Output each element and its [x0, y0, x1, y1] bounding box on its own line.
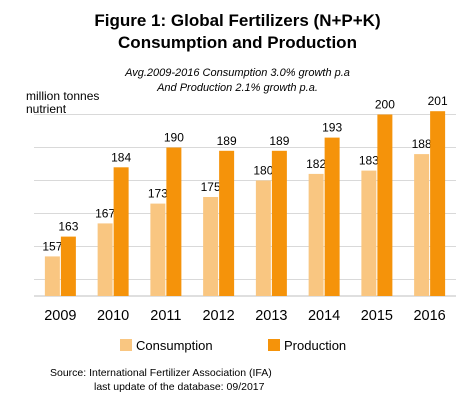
unit-line-2: nutrient — [26, 102, 67, 116]
bar-consumption — [150, 203, 166, 296]
chart-subtitle: Avg.2009-2016 Consumption 3.0% growth p.… — [0, 66, 475, 96]
data-label-production: 193 — [322, 121, 342, 135]
data-label-production: 190 — [164, 131, 184, 145]
data-label-consumption: 188 — [412, 137, 432, 151]
data-label-consumption: 157 — [42, 239, 62, 253]
bar-consumption — [414, 154, 430, 296]
x-tick-label: 2016 — [413, 308, 445, 324]
subtitle-line-2: And Production 2.1% growth p.a. — [157, 82, 318, 94]
legend-label-production: Production — [284, 338, 346, 353]
bar-consumption — [44, 256, 60, 296]
chart-title: Figure 1: Global Fertilizers (N+P+K) Con… — [0, 10, 475, 54]
bar-production — [271, 150, 287, 296]
title-line-2: Consumption and Production — [118, 33, 357, 52]
x-tick-label: 2012 — [202, 308, 234, 324]
data-label-production: 189 — [217, 134, 237, 148]
x-tick-label: 2010 — [97, 308, 129, 324]
data-label-consumption: 175 — [201, 180, 221, 194]
legend-swatch-consumption — [120, 339, 132, 351]
data-label-production: 200 — [375, 98, 395, 112]
bar-production — [60, 236, 76, 296]
source-line-2: last update of the database: 09/2017 — [94, 381, 265, 393]
bar-production — [430, 111, 446, 296]
subtitle-line-1: Avg.2009-2016 Consumption 3.0% growth p.… — [125, 67, 350, 79]
bar-consumption — [361, 170, 377, 296]
data-label-consumption: 183 — [359, 154, 379, 168]
x-tick-label: 2013 — [255, 308, 287, 324]
legend-label-consumption: Consumption — [136, 338, 213, 353]
data-label-consumption: 182 — [306, 157, 326, 171]
data-label-consumption: 180 — [253, 164, 273, 178]
data-label-production: 189 — [269, 134, 289, 148]
data-label-consumption: 173 — [148, 187, 168, 201]
bar-production — [324, 137, 340, 296]
bar-production — [219, 150, 235, 296]
unit-line-1: million tonnes — [26, 89, 100, 103]
x-tick-label: 2014 — [308, 308, 340, 324]
bar-consumption — [308, 173, 324, 296]
data-label-consumption: 167 — [95, 206, 115, 220]
data-label-production: 201 — [428, 94, 448, 108]
data-label-production: 184 — [111, 150, 131, 164]
bar-consumption — [255, 180, 271, 296]
source-line-1: Source: International Fertilizer Associa… — [50, 367, 272, 379]
bar-consumption — [203, 197, 219, 296]
legend-swatch-production — [268, 339, 280, 351]
bar-chart: 1571632009167184201017319020111751892012… — [34, 94, 456, 353]
x-tick-label: 2015 — [361, 308, 393, 324]
source-note: Source: International Fertilizer Associa… — [50, 366, 272, 394]
x-tick-label: 2011 — [150, 308, 181, 324]
bar-production — [113, 167, 129, 296]
bar-consumption — [97, 223, 113, 296]
title-line-1: Figure 1: Global Fertilizers (N+P+K) — [94, 11, 381, 30]
bar-production — [166, 147, 182, 296]
y-axis-unit-label: million tonnes nutrient — [26, 90, 99, 116]
x-tick-label: 2009 — [44, 308, 76, 324]
bar-production — [377, 114, 393, 296]
data-label-production: 163 — [58, 220, 78, 234]
